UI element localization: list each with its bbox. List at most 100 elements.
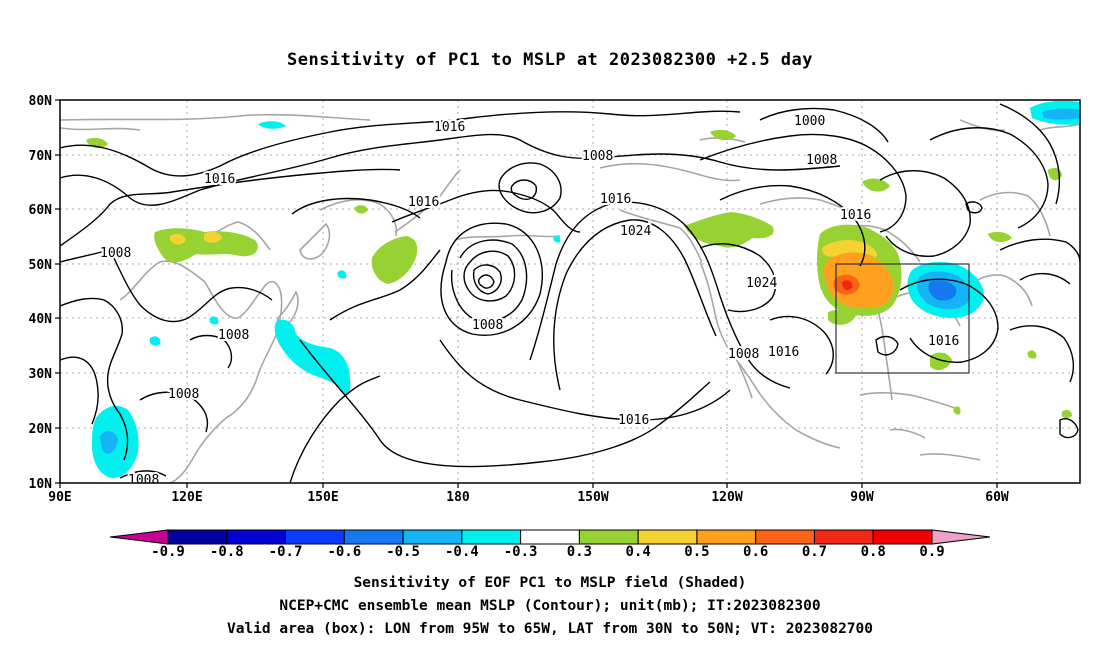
green-patch-small-2 (1027, 350, 1037, 359)
contour-label: 1008 (128, 473, 159, 488)
green-patch-gulf (930, 352, 952, 371)
colorbar-label: 0.4 (626, 544, 651, 560)
colorbar-label: -0.5 (386, 544, 420, 560)
contour-label: 1016 (840, 208, 871, 223)
contour-label: 1008 (218, 328, 249, 343)
lat-label: 20N (29, 422, 53, 437)
valid-area-box (835, 263, 970, 374)
colorbar-label: 0.6 (743, 544, 768, 560)
axis-ticks (55, 99, 998, 488)
cyan-patch-small-1 (149, 336, 161, 346)
yellow-patch-russia-2 (204, 231, 222, 243)
contour-label: 1016 (600, 192, 631, 207)
coastlines (60, 113, 1080, 483)
colorbar-label: 0.9 (919, 544, 944, 560)
contour-label: 1016 (928, 334, 959, 349)
colorbar-swatch (461, 529, 522, 545)
lon-label: 120E (171, 490, 202, 505)
colorbar-swatch (520, 529, 580, 545)
lat-label: 40N (29, 312, 53, 327)
lon-label: 90W (850, 490, 874, 505)
blue-patch-east-us (928, 280, 957, 301)
contour-label: 1016 (434, 120, 465, 135)
lat-label: 70N (29, 149, 53, 164)
lat-label: 80N (29, 94, 53, 109)
colorbar-swatch (755, 529, 815, 545)
cyan-patch-small-4 (553, 235, 561, 243)
green-patch-labrador (988, 231, 1012, 243)
map-frame (59, 99, 1081, 484)
lon-label: 60W (985, 490, 1009, 505)
cyan-patch-small-3 (337, 270, 347, 279)
latitude-labels: 80N 70N 60N 50N 40N 30N 20N 10N (29, 94, 53, 492)
colorbar-label: -0.3 (504, 544, 538, 560)
green-patch-canada-west (684, 212, 774, 248)
colorbar-swatch (402, 529, 463, 545)
colorbar-swatch (637, 529, 698, 545)
lon-label: 120W (711, 490, 742, 505)
colorbar-label: -0.8 (210, 544, 244, 560)
contour-label: 1016 (408, 195, 439, 210)
lat-label: 10N (29, 477, 53, 492)
contour-label: 1008 (728, 347, 759, 362)
contour-label: 1008 (582, 149, 613, 164)
contour-label: 1016 (204, 172, 235, 187)
green-patch-arctic (710, 129, 736, 141)
colorbar-labels: -0.9 -0.8 -0.7 -0.6 -0.5 -0.4 -0.3 0.3 0.4 0.5 0.6… (151, 544, 945, 560)
contour-labels: 1016 1000 1008 1016 1008 1016 1016 1024 … (98, 112, 961, 488)
colorbar-label: -0.6 (327, 544, 361, 560)
colorbar-swatch (285, 529, 345, 545)
lon-label: 150E (307, 490, 338, 505)
colorbar-label: 0.3 (567, 544, 592, 560)
colorbar (109, 529, 991, 545)
lat-label: 30N (29, 367, 53, 382)
contour-label: 1008 (100, 246, 131, 261)
orange-patch-great-plains (823, 252, 894, 309)
green-patch-kamchatka (371, 236, 418, 284)
colorbar-label: 0.5 (684, 544, 709, 560)
contour-label: 1008 (806, 153, 837, 168)
lat-label: 50N (29, 258, 53, 273)
contour-label: 1008 (472, 318, 503, 333)
colorbar-swatch (813, 529, 874, 545)
longitude-labels: 90E 120E 150E 180 150W 120W 90W 60W (48, 490, 1009, 505)
mslp-contours (60, 103, 1080, 483)
sensitivity-shading (86, 100, 1080, 478)
colorbar-swatch (226, 529, 287, 545)
green-patch-small-1 (1061, 409, 1072, 419)
cyan-patch-japan (274, 319, 351, 397)
cyan-patch-small-2 (209, 316, 219, 325)
colorbar-swatch (343, 529, 404, 545)
colorbar-label: -0.7 (269, 544, 303, 560)
contour-label: 1016 (618, 413, 649, 428)
contour-label: 1016 (768, 345, 799, 360)
colorbar-swatch (578, 529, 639, 545)
caption-line-1: Sensitivity of EOF PC1 to MSLP field (Sh… (353, 575, 747, 591)
colorbar-under-triangle (109, 529, 169, 545)
lat-label: 60N (29, 203, 53, 218)
caption-line-3: Valid area (box): LON from 95W to 65W, L… (226, 621, 873, 637)
lon-label: 150W (577, 490, 608, 505)
plot-title: Sensitivity of PC1 to MSLP at 2023082300… (286, 50, 813, 70)
contour-label: 1000 (794, 114, 825, 129)
cyan-patch-arctic-siberia (258, 121, 286, 129)
contour-label: 1024 (746, 276, 777, 291)
colorbar-label: -0.9 (151, 544, 185, 560)
green-patch-greenland (862, 178, 890, 192)
colorbar-label: 0.7 (802, 544, 827, 560)
colorbar-swatch (696, 529, 757, 545)
green-patch-small-3 (953, 406, 961, 415)
lightblue-patch-south-china-sea (100, 431, 118, 454)
lon-label: 180 (446, 490, 470, 505)
green-patch-texas (828, 309, 856, 325)
lat-lon-grid (60, 100, 1080, 483)
contour-label: 1008 (168, 387, 199, 402)
colorbar-label: 0.8 (861, 544, 886, 560)
colorbar-over-triangle (931, 529, 991, 545)
lon-label: 90E (48, 490, 71, 505)
colorbar-label: -0.4 (445, 544, 479, 560)
red-core-plains (842, 280, 853, 290)
colorbar-swatch (167, 529, 228, 545)
lightblue-core-arctic (1042, 108, 1080, 120)
